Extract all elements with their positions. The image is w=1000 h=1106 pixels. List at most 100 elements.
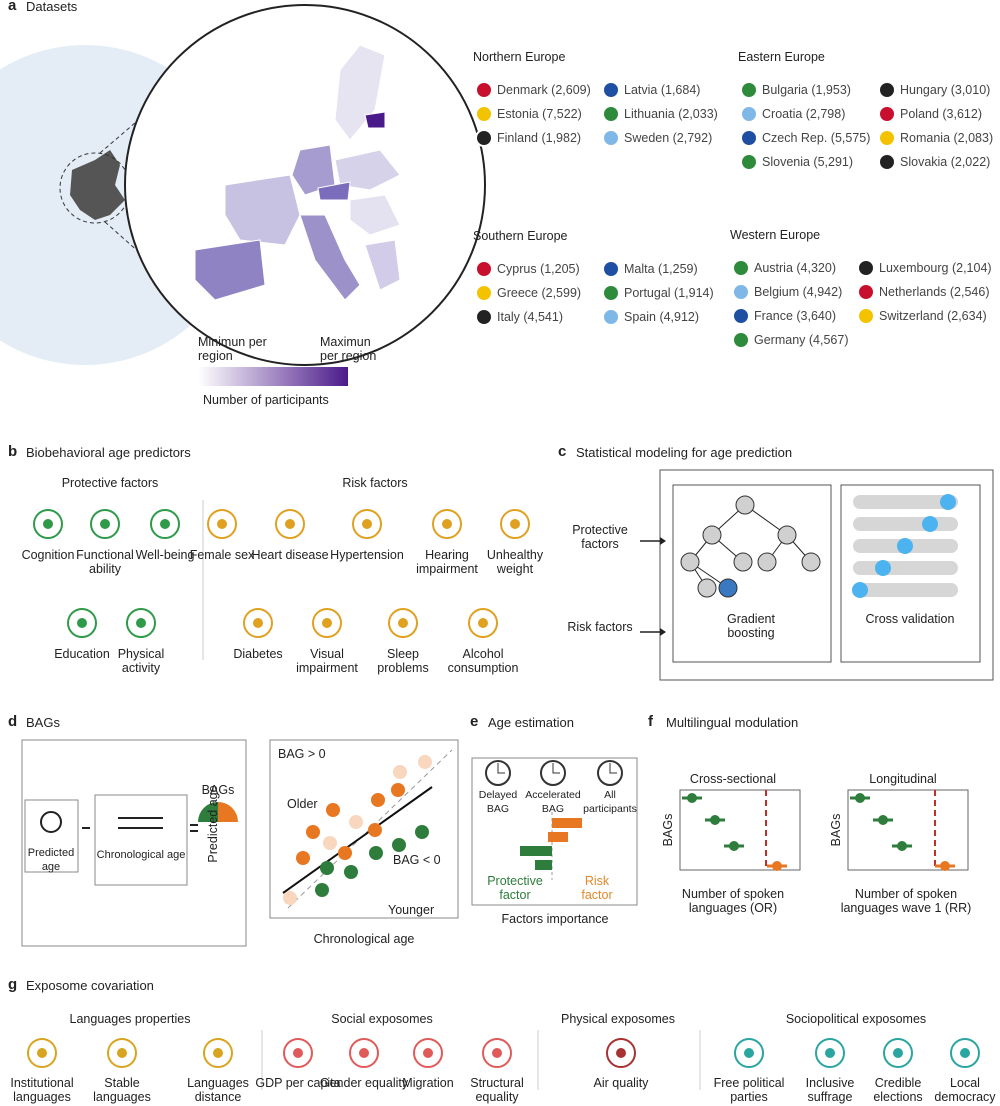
point <box>338 846 352 860</box>
point <box>306 825 320 839</box>
icon <box>500 509 530 539</box>
annotation: BAG > 0 <box>278 747 326 761</box>
point <box>320 861 334 875</box>
legend-max: Maximun per region <box>320 335 377 363</box>
panel-title: Datasets <box>26 0 78 14</box>
icon <box>398 618 408 628</box>
map-country <box>317 181 351 201</box>
arrow-head <box>660 537 666 545</box>
legend-min: Minimun per region <box>198 335 267 363</box>
panel-title: Statistical modeling for age prediction <box>576 445 793 460</box>
icon <box>203 1038 233 1068</box>
flag <box>602 129 620 147</box>
icon <box>275 509 305 539</box>
flag <box>732 331 750 349</box>
point <box>344 865 358 879</box>
gauge <box>218 802 238 822</box>
tree-node <box>718 578 738 598</box>
fold-dot <box>852 582 868 598</box>
frame <box>659 469 994 681</box>
clock-hand <box>609 763 617 774</box>
icon <box>150 509 180 539</box>
icon <box>322 618 332 628</box>
bags-label: BAGs <box>201 783 235 797</box>
point <box>323 836 337 850</box>
icon <box>90 509 120 539</box>
icon <box>616 1048 626 1058</box>
icon <box>883 1038 913 1068</box>
tree-node <box>733 552 753 572</box>
clock-label: Accelerated BAG <box>525 789 581 815</box>
fold <box>853 583 958 597</box>
flag <box>732 307 750 325</box>
icon <box>349 1038 379 1068</box>
icon <box>213 1048 223 1058</box>
flag <box>878 153 896 171</box>
annotation: BAG < 0 <box>393 853 441 867</box>
map-country <box>364 239 401 291</box>
frame <box>269 739 459 919</box>
plot-title: Longitudinal <box>869 772 937 786</box>
bar <box>552 818 582 828</box>
estimate <box>855 793 865 803</box>
panel-title: BAGs <box>26 715 60 730</box>
icon <box>606 1038 636 1068</box>
country: Spain (4,912) <box>624 310 700 324</box>
flag <box>475 129 493 147</box>
country: Poland (3,612) <box>900 107 983 121</box>
frame <box>94 794 188 886</box>
icon <box>825 1048 835 1058</box>
flag <box>602 105 620 123</box>
icon <box>27 1038 57 1068</box>
map-country <box>364 111 386 129</box>
factor: Functional ability <box>76 548 134 576</box>
axis-label: Factors importance <box>501 912 609 926</box>
country: Luxembourg (2,104) <box>879 261 992 275</box>
icon <box>442 519 452 529</box>
icon <box>432 509 462 539</box>
map-country <box>349 194 401 236</box>
region-name: Northern Europe <box>473 50 566 64</box>
box-label: Predicted age <box>27 847 75 873</box>
icon <box>950 1038 980 1068</box>
icon <box>43 519 53 529</box>
exposome: Free political parties <box>713 1076 785 1104</box>
factor: Physical activity <box>117 647 165 675</box>
panel-letter: a <box>8 0 17 14</box>
exposome: Languages distance <box>187 1076 249 1104</box>
exposome: Inclusive suffrage <box>805 1076 855 1104</box>
exposome: GDP per capita <box>255 1076 341 1090</box>
input-label: Risk factors <box>567 620 633 634</box>
country: Latvia (1,684) <box>624 83 701 97</box>
map-country <box>224 174 301 246</box>
icon <box>388 608 418 638</box>
point <box>296 851 310 865</box>
flag <box>878 105 896 123</box>
exposome: Air quality <box>593 1076 649 1090</box>
flag <box>475 81 493 99</box>
flag <box>602 81 620 99</box>
exposome: Institutional languages <box>10 1076 74 1104</box>
point <box>283 891 297 905</box>
estimate <box>878 815 888 825</box>
panel-title: Exposome covariation <box>26 978 154 993</box>
axis-label: Number of spoken languages wave 1 (RR) <box>840 887 972 915</box>
exposome: Gender equality <box>319 1076 409 1090</box>
tree-node <box>702 525 722 545</box>
flag <box>740 153 758 171</box>
map-country <box>194 239 266 301</box>
point <box>369 846 383 860</box>
factor: Education <box>54 647 110 661</box>
plot-title: Cross-sectional <box>689 772 777 786</box>
exposome: Local democracy <box>934 1076 996 1104</box>
map-country <box>334 44 386 141</box>
country: Lithuania (2,033) <box>624 107 718 121</box>
fold <box>853 561 958 575</box>
country: Romania (2,083) <box>900 131 994 145</box>
icon <box>293 1048 303 1058</box>
country: Portugal (1,914) <box>624 286 714 300</box>
bar <box>548 832 568 842</box>
country: Bulgaria (1,953) <box>762 83 851 97</box>
point <box>315 883 329 897</box>
